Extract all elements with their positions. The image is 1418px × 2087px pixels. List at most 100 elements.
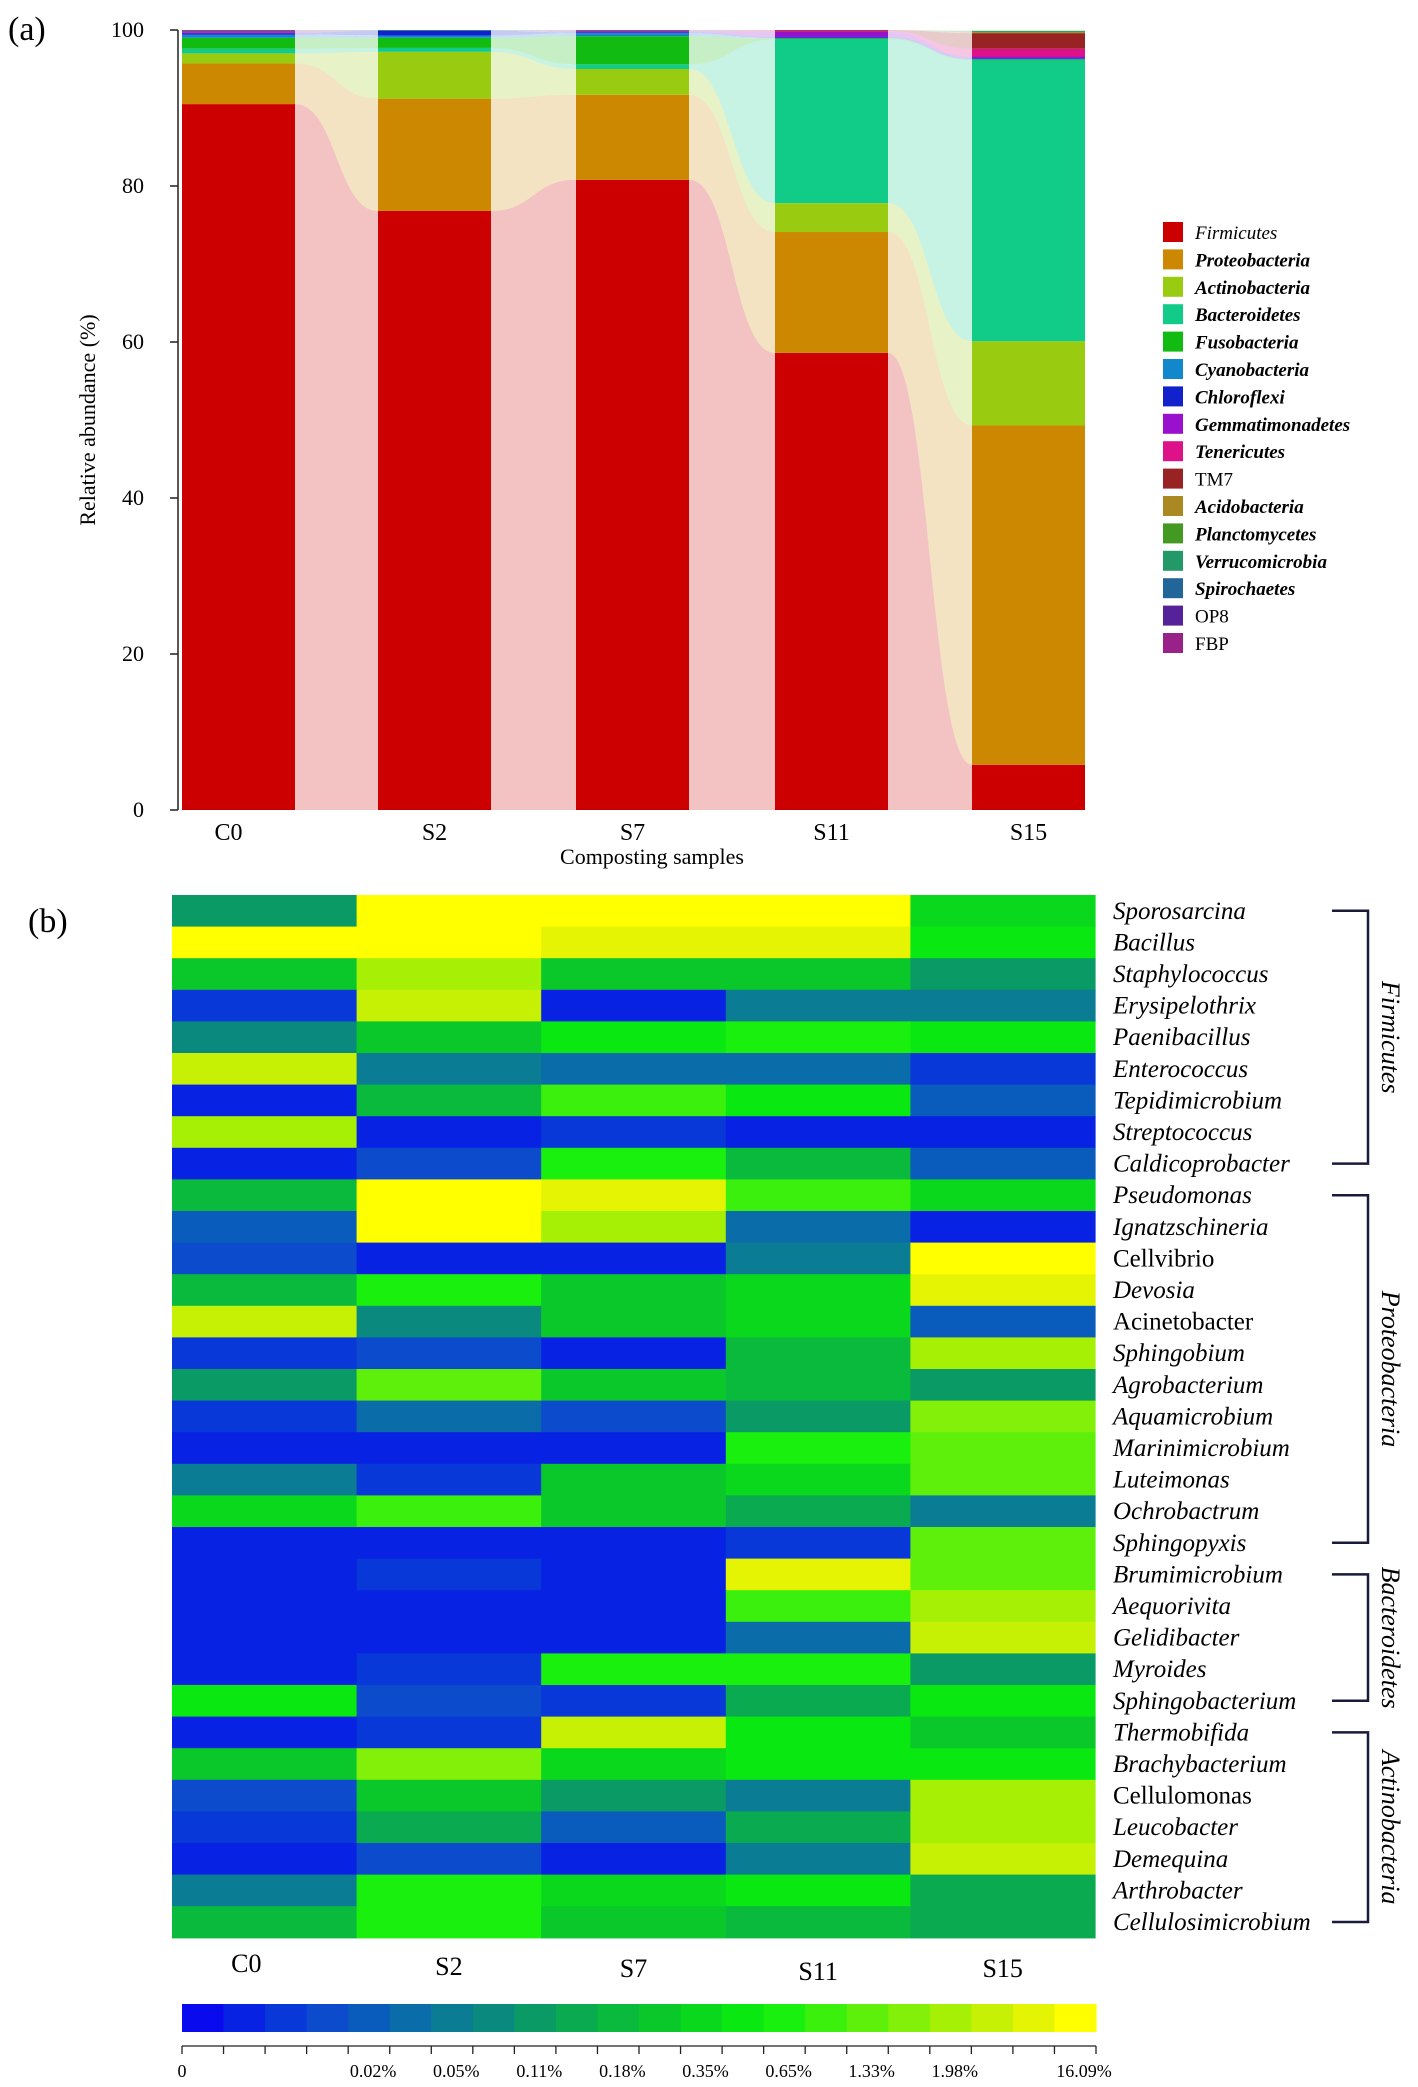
legend-swatch-verrucomicrobia — [1163, 550, 1183, 571]
row-label-cellvibrio: Cellvibrio — [1113, 1245, 1214, 1272]
cell-staphylococcus-c0 — [172, 958, 358, 991]
row-label-devosia: Devosia — [1112, 1277, 1195, 1304]
x-category-s7: S7 — [620, 820, 645, 846]
flow-spirochaetes-0 — [295, 30, 378, 32]
colorbar-segment — [389, 2004, 432, 2032]
cell-gelidibacter-s11 — [725, 1621, 911, 1654]
cell-ignatzschineria-s15 — [910, 1211, 1096, 1244]
cell-brachybacterium-c0 — [172, 1748, 358, 1781]
bar-s11-actinobacteria — [775, 203, 888, 233]
cell-paenibacillus-s2 — [356, 1021, 542, 1054]
cell-paenibacillus-c0 — [172, 1021, 358, 1054]
cell-demequina-c0 — [172, 1843, 358, 1876]
cell-brumimicrobium-s2 — [356, 1558, 542, 1591]
cell-caldicoprobacter-s2 — [356, 1147, 542, 1180]
cell-myroides-s15 — [910, 1653, 1096, 1686]
cell-erysipelothrix-c0 — [172, 989, 358, 1022]
bar-s15-acidobacteria — [972, 32, 1085, 34]
flow-firmicutes-0 — [295, 104, 378, 811]
phylum-label-firmicutes: Firmicutes — [1376, 980, 1405, 1094]
row-label-tepidimicrobium: Tepidimicrobium — [1113, 1087, 1282, 1114]
cell-thermobifida-c0 — [172, 1716, 358, 1749]
cell-tepidimicrobium-s2 — [356, 1084, 542, 1117]
flow-actinobacteria-1 — [491, 51, 576, 99]
legend-label-bacteroidetes: Bacteroidetes — [1194, 305, 1301, 326]
cell-sporosarcina-s11 — [725, 895, 911, 928]
cell-aequorivita-s2 — [356, 1590, 542, 1623]
bar-c0-spirochaetes — [182, 30, 295, 32]
flow-tenericutes-2 — [689, 30, 775, 32]
cell-thermobifida-s2 — [356, 1716, 542, 1749]
flow-bacteroidetes-1 — [491, 47, 576, 69]
bar-s11-proteobacteria — [775, 232, 888, 353]
bar-s2-bacteroidetes — [378, 47, 491, 52]
cell-cellulosimicrobium-s11 — [725, 1906, 911, 1939]
colorbar-segment — [306, 2004, 349, 2032]
flow-acidobacteria-3 — [888, 30, 972, 34]
colorbar-tick-label: 0.35% — [682, 2061, 729, 2081]
legend-swatch-proteobacteria — [1163, 249, 1183, 270]
bar-s2-cyanobacteria — [378, 35, 491, 38]
cell-devosia-s11 — [725, 1274, 911, 1307]
y-axis: 0 20 40 60 80 100 — [111, 17, 179, 822]
flow-firmicutes-1 — [491, 179, 576, 810]
bar-s2-actinobacteria — [378, 51, 491, 99]
panel-b-label: (b) — [28, 903, 68, 940]
column-label-s7: S7 — [620, 1954, 647, 1983]
flow-gemmatimonadetes-1 — [491, 30, 576, 33]
row-label-acinetobacter: Acinetobacter — [1113, 1309, 1254, 1336]
cell-leucobacter-s15 — [910, 1811, 1096, 1844]
flow-chloroflexi-3 — [888, 37, 972, 59]
cell-brumimicrobium-s15 — [910, 1558, 1096, 1591]
flow-fusobacteria-2 — [689, 36, 775, 65]
bar-s2-fusobacteria — [378, 37, 491, 48]
cell-arthrobacter-s7 — [541, 1874, 727, 1907]
flow-proteobacteria-2 — [689, 94, 775, 353]
bar-s15-firmicutes — [972, 764, 1085, 810]
cell-brachybacterium-s7 — [541, 1748, 727, 1781]
legend-label-op8: OP8 — [1195, 607, 1229, 628]
colorbar-segment — [514, 2004, 557, 2032]
cell-sphingobacterium-s7 — [541, 1685, 727, 1718]
flow-tenericutes-0 — [295, 30, 378, 33]
cell-ochrobactrum-s2 — [356, 1495, 542, 1528]
phylum-brackets: Firmicutes Proteobacteria Bacteroidetes Act… — [1332, 909, 1405, 1924]
cell-pseudomonas-c0 — [172, 1179, 358, 1212]
row-label-aquamicrobium: Aquamicrobium — [1111, 1403, 1273, 1430]
bar-s7-tenericutes — [576, 30, 689, 32]
flow-chloroflexi-2 — [689, 32, 775, 38]
row-label-enterococcus: Enterococcus — [1112, 1056, 1248, 1083]
cell-thermobifida-s7 — [541, 1716, 727, 1749]
cell-sporosarcina-s15 — [910, 895, 1096, 928]
cell-paenibacillus-s11 — [725, 1021, 911, 1054]
bar-s11-chloroflexi — [775, 37, 888, 38]
bar-s15-verrucomicrobia — [972, 30, 1085, 32]
row-label-sporosarcina: Sporosarcina — [1113, 898, 1246, 925]
cell-leucobacter-c0 — [172, 1811, 358, 1844]
x-category-s2: S2 — [422, 820, 447, 846]
flow-tenericutes-1 — [491, 30, 576, 32]
cell-acinetobacter-s11 — [725, 1305, 911, 1338]
cell-cellulosimicrobium-s2 — [356, 1906, 542, 1939]
colorbar-tick-label: 0.05% — [433, 2061, 480, 2081]
bar-s7-firmicutes — [576, 179, 689, 810]
legend-swatch-spirochaetes — [1163, 578, 1183, 599]
cell-devosia-c0 — [172, 1274, 358, 1307]
cell-aequorivita-s15 — [910, 1590, 1096, 1623]
flow-cyanobacteria-1 — [491, 33, 576, 38]
cell-demequina-s2 — [356, 1843, 542, 1876]
x-category-c0: C0 — [214, 820, 242, 846]
row-label-leucobacter: Leucobacter — [1112, 1814, 1238, 1841]
legend-label-gemmatimonadetes: Gemmatimonadetes — [1195, 415, 1350, 436]
cell-aquamicrobium-s15 — [910, 1400, 1096, 1433]
flow-planctomycetes-3 — [888, 30, 972, 33]
colorbar-tick-label: 1.33% — [848, 2061, 895, 2081]
cell-caldicoprobacter-c0 — [172, 1147, 358, 1180]
cell-cellulosimicrobium-s7 — [541, 1906, 727, 1939]
cell-sphingobium-s7 — [541, 1337, 727, 1370]
bar-s11-fusobacteria — [775, 38, 888, 40]
colorbar-segment — [722, 2004, 765, 2032]
row-label-streptococcus: Streptococcus — [1113, 1119, 1252, 1146]
cell-erysipelothrix-s11 — [725, 989, 911, 1022]
